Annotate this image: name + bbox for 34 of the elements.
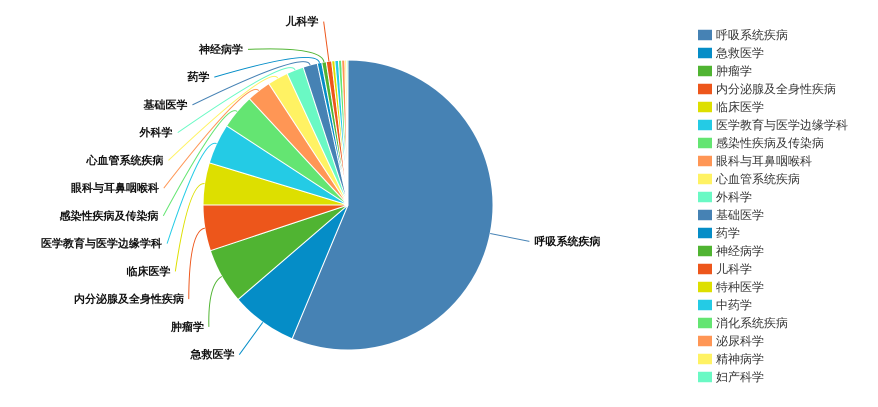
- legend-label: 眼科与耳鼻咽喉科: [716, 154, 812, 168]
- legend-label: 特种医学: [716, 280, 764, 294]
- text: 基础医学: [142, 98, 188, 112]
- legend-label: 妇产科学: [716, 370, 764, 384]
- text: 医学教育与医学边缘学科: [41, 237, 162, 250]
- text: 内分泌腺及全身性疾病: [74, 292, 184, 306]
- text: 儿科学: [284, 15, 319, 28]
- legend-label: 外科学: [716, 190, 752, 204]
- legend-label: 泌尿科学: [716, 334, 764, 348]
- legend-label: 药学: [716, 226, 740, 240]
- text: 外科学: [138, 126, 173, 140]
- legend-label: 临床医学: [716, 100, 764, 114]
- text: 肿瘤学: [170, 320, 204, 334]
- legend-label: 基础医学: [716, 208, 764, 222]
- text: 眼科与耳鼻咽喉科: [70, 182, 159, 195]
- text: 药学: [186, 70, 210, 84]
- legend-label: 肿瘤学: [716, 64, 752, 78]
- legend-label: 呼吸系统疾病: [716, 28, 788, 42]
- legend-label: 急救医学: [716, 46, 764, 60]
- text: 感染性疾病及传染病: [58, 209, 158, 222]
- text: 急救医学: [189, 348, 234, 362]
- legend-label: 医学教育与医学边缘学科: [716, 118, 848, 132]
- legend-label: 儿科学: [716, 262, 752, 276]
- legend-label: 精神病学: [716, 352, 764, 366]
- text: 呼吸系统疾病: [534, 234, 600, 248]
- legend-label: 神经病学: [716, 244, 764, 258]
- text: 心血管系统疾病: [85, 154, 164, 167]
- legend-label: 中药学: [716, 298, 752, 312]
- legend-label: 心血管系统疾病: [716, 172, 800, 186]
- legend-label: 消化系统疾病: [716, 316, 788, 330]
- text: 临床医学: [126, 264, 170, 278]
- legend-label: 内分泌腺及全身性疾病: [716, 82, 836, 96]
- legend-label: 感染性疾病及传染病: [716, 136, 824, 150]
- text: 神经病学: [198, 42, 243, 56]
